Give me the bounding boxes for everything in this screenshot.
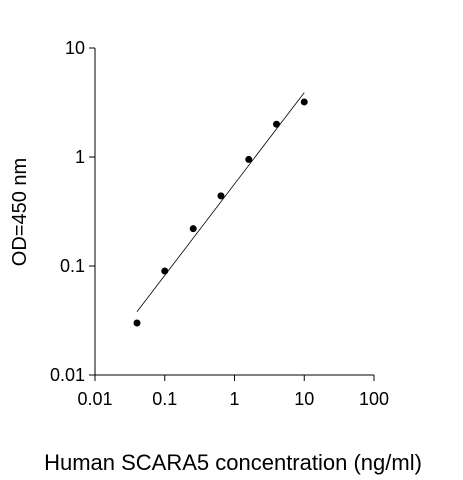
y-tick-label: 0.01 [50, 365, 85, 385]
y-tick-label: 10 [65, 38, 85, 58]
y-tick-label: 1 [75, 147, 85, 167]
y-tick-label: 0.1 [60, 256, 85, 276]
data-point [300, 98, 308, 106]
x-tick-label: 10 [294, 389, 314, 409]
data-point [161, 267, 169, 275]
x-tick-label: 0.01 [77, 389, 112, 409]
data-point [272, 120, 280, 128]
x-tick-label: 1 [229, 389, 239, 409]
data-point [189, 225, 197, 233]
data-point [245, 155, 253, 163]
data-point [217, 192, 225, 200]
x-tick-label: 100 [359, 389, 389, 409]
fit-line [136, 92, 305, 313]
x-tick-label: 0.1 [152, 389, 177, 409]
y-axis-label: OD=450 nm [9, 158, 31, 266]
data-point [133, 319, 141, 327]
x-axis-label: Human SCARA5 concentration (ng/ml) [44, 450, 422, 475]
